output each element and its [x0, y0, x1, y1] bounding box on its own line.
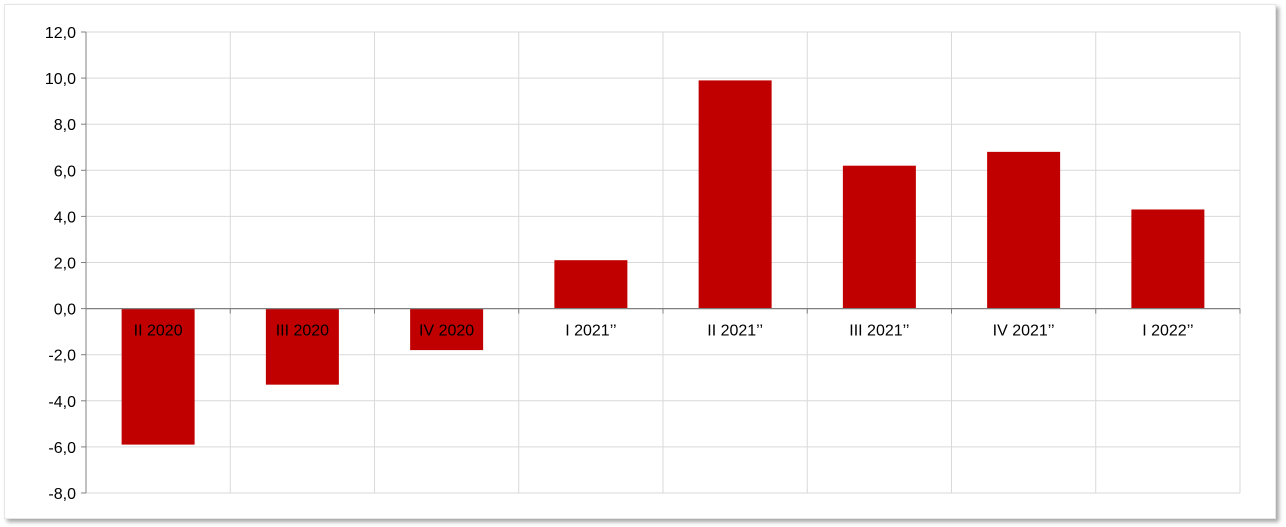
x-tick-label: IV 2020	[419, 323, 474, 340]
x-tick-label: III 2021’’	[849, 323, 909, 340]
y-tick-label: 12,0	[45, 25, 76, 42]
bars	[121, 80, 1205, 445]
labels: 12,0 10,0 8,0 6,0 4,0 2,0 0,0 -2,0 -4,0 -6,0 -8,0 I…	[45, 25, 1194, 503]
bar	[121, 308, 195, 445]
y-tick-label: 8,0	[54, 117, 76, 134]
bar	[1131, 209, 1205, 309]
y-tick-label: -2,0	[48, 348, 76, 365]
gridlines	[86, 31, 1241, 494]
x-tick-label: II 2021’’	[707, 323, 763, 340]
y-tick-label: 2,0	[54, 256, 76, 273]
x-tick-label: II 2020	[134, 323, 183, 340]
bar	[698, 80, 772, 309]
y-tick-label: -8,0	[48, 486, 76, 503]
y-tick-label: -4,0	[48, 394, 76, 411]
x-tick-label: I 2021’’	[565, 323, 616, 340]
bar	[410, 308, 484, 351]
x-tick-label: I 2022’’	[1142, 323, 1193, 340]
x-tick-label: IV 2021’’	[993, 323, 1055, 340]
chart-frame	[4, 4, 1276, 519]
y-tick-label: 0,0	[54, 302, 76, 319]
y-tick-label: 10,0	[45, 71, 76, 88]
y-tick-label: 6,0	[54, 163, 76, 180]
bar	[842, 165, 916, 309]
x-tick-label: III 2020	[276, 323, 329, 340]
bar	[554, 260, 628, 309]
y-tick-label: -6,0	[48, 440, 76, 457]
bar	[987, 151, 1061, 309]
y-tick-label: 4,0	[54, 209, 76, 226]
bar	[265, 308, 339, 385]
axes	[81, 31, 1241, 494]
